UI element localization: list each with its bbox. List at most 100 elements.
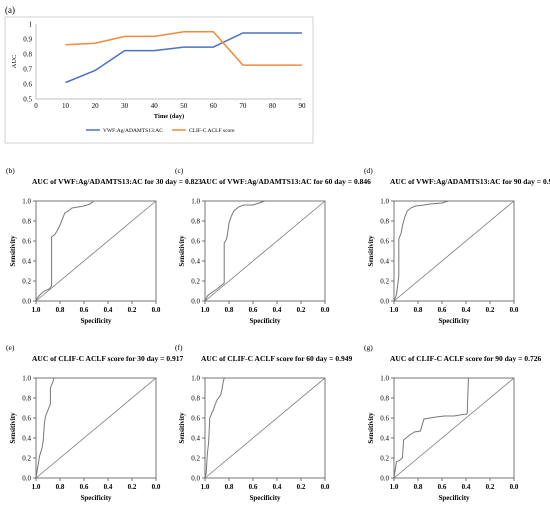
x-tick-label: 50 <box>180 102 188 110</box>
y-tick-label: 0.6 <box>191 415 200 423</box>
y-tick-label: 0.2 <box>380 278 389 286</box>
y-tick-label: 0.8 <box>23 51 32 59</box>
x-tick-label: 90 <box>299 102 307 110</box>
x-tick-label: 60 <box>210 102 218 110</box>
x-tick-label: 0.0 <box>510 483 519 491</box>
panel-a: (a)0.50.60.70.80.910 10 20 30 40 50 60 70 80 90Ti… <box>4 5 314 144</box>
panel-label: (a) <box>5 5 15 15</box>
roc-title: AUC of VWF:Ag/ADAMTS13:AC for 90 day = 0… <box>390 177 550 186</box>
reference-diagonal <box>393 200 515 302</box>
x-tick-label: 0.8 <box>56 483 65 491</box>
x-tick-label: 0.4 <box>462 306 471 314</box>
y-axis-label: Sensitivity <box>9 235 17 267</box>
y-tick-label: 0.8 <box>191 395 200 403</box>
x-tick-label: 0.2 <box>297 483 306 491</box>
y-axis-label: Sensitivity <box>367 412 375 444</box>
x-tick-label: 0.6 <box>80 306 89 314</box>
x-tick-label: 0.6 <box>249 483 258 491</box>
x-tick-label: 0.8 <box>414 483 423 491</box>
x-tick-label: 0.6 <box>249 306 258 314</box>
roc-title: AUC of VWF:Ag/ADAMTS13:AC for 60 day = 0… <box>201 177 371 186</box>
roc-curve <box>204 377 325 479</box>
x-tick-label: 0.4 <box>104 306 113 314</box>
y-tick-label: 0.8 <box>380 218 389 226</box>
roc-curve <box>204 200 325 302</box>
x-axis-label: Specificity <box>438 317 470 325</box>
x-tick-label: 0.0 <box>510 306 519 314</box>
reference-diagonal <box>35 200 157 302</box>
x-tick-label: 0.0 <box>321 483 330 491</box>
x-tick-label: 0.0 <box>321 306 330 314</box>
y-tick-label: 0.2 <box>191 278 200 286</box>
y-tick-label: 0.0 <box>22 298 31 306</box>
roc-panel-b: (b) AUC of VWF:Ag/ADAMTS13:AC for 30 day … <box>6 166 202 325</box>
panel-label: (g) <box>364 343 373 352</box>
x-tick-label: 1.0 <box>32 483 41 491</box>
chart-frame <box>4 16 314 144</box>
roc-panel-e: (e) AUC of CLIF-C ACLF score for 30 day =… <box>6 343 183 502</box>
x-tick-label: 0.6 <box>80 483 89 491</box>
reference-diagonal <box>393 377 515 479</box>
roc-curve <box>393 200 514 302</box>
roc-title: AUC of CLIF-C ACLF score for 90 day = 0.… <box>390 354 541 363</box>
y-tick-label: 0.0 <box>380 475 389 483</box>
y-tick-label: 0.6 <box>22 415 31 423</box>
x-axis-label: Specificity <box>80 494 112 502</box>
y-tick-label: 0.6 <box>191 238 200 246</box>
y-tick-label: 0.8 <box>22 218 31 226</box>
roc-curve <box>35 200 156 302</box>
panel-label: (e) <box>6 343 15 352</box>
y-axis-label: Sensitivity <box>9 412 17 444</box>
roc-panel-g: (g) AUC of CLIF-C ACLF score for 90 day =… <box>364 343 541 502</box>
y-tick-label: 0.4 <box>22 258 31 266</box>
x-axis-label: Specificity <box>438 494 470 502</box>
y-tick-label: 0.4 <box>380 435 389 443</box>
x-tick-label: 0.8 <box>225 483 234 491</box>
y-tick-label: 0.5 <box>23 96 32 104</box>
y-axis-label: Sensitivity <box>178 235 186 267</box>
panel-label: (b) <box>6 166 15 175</box>
x-tick-label: 0.2 <box>128 483 137 491</box>
reference-diagonal <box>204 200 326 302</box>
x-tick-label: 0.6 <box>438 483 447 491</box>
y-tick-label: 0.6 <box>380 238 389 246</box>
x-tick-label: 0.8 <box>414 306 423 314</box>
roc-title: AUC of CLIF-C ACLF score for 60 day = 0.… <box>201 354 352 363</box>
y-tick-label: 1.0 <box>22 198 31 206</box>
y-tick-label: 0.4 <box>22 435 31 443</box>
x-tick-label: 0.4 <box>462 483 471 491</box>
y-tick-label: 1.0 <box>191 375 200 383</box>
y-tick-label: 0.4 <box>191 435 200 443</box>
x-tick-label: 70 <box>239 102 247 110</box>
roc-panel-d: (d) AUC of VWF:Ag/ADAMTS13:AC for 90 day … <box>364 166 550 325</box>
y-tick-label: 0.4 <box>380 258 389 266</box>
y-tick-label: 0.6 <box>22 238 31 246</box>
plot-frame <box>393 377 515 479</box>
x-tick-label: 0.6 <box>438 306 447 314</box>
x-axis-label: Specificity <box>249 494 281 502</box>
x-tick-label: 0.4 <box>273 306 282 314</box>
x-tick-label: 10 <box>62 102 70 110</box>
y-tick-label: 0.4 <box>191 258 200 266</box>
y-tick-label: 0.9 <box>23 36 32 44</box>
y-axis-label: Sensitivity <box>178 412 186 444</box>
series-line-1 <box>65 32 302 84</box>
y-tick-label: 0.2 <box>191 455 200 463</box>
x-tick-label: 40 <box>151 102 159 110</box>
y-tick-label: 0.8 <box>380 395 389 403</box>
y-tick-label: 1.0 <box>380 375 389 383</box>
roc-panel-c: (c) AUC of VWF:Ag/ADAMTS13:AC for 60 day … <box>175 166 371 325</box>
x-tick-label: 0 <box>34 102 38 110</box>
x-tick-label: 0.2 <box>297 306 306 314</box>
x-tick-label: 1.0 <box>390 483 399 491</box>
x-axis-label: Time (day) <box>154 113 184 120</box>
x-tick-label: 0.8 <box>225 306 234 314</box>
y-tick-label: 0.0 <box>380 298 389 306</box>
y-tick-label: 0.2 <box>22 278 31 286</box>
y-tick-label: 0.0 <box>191 298 200 306</box>
x-axis-label: Specificity <box>249 317 281 325</box>
legend-label: CLIF-C ACLF score <box>189 128 235 134</box>
roc-title: AUC of VWF:Ag/ADAMTS13:AC for 30 day = 0… <box>32 177 202 186</box>
y-tick-label: 0.8 <box>191 218 200 226</box>
